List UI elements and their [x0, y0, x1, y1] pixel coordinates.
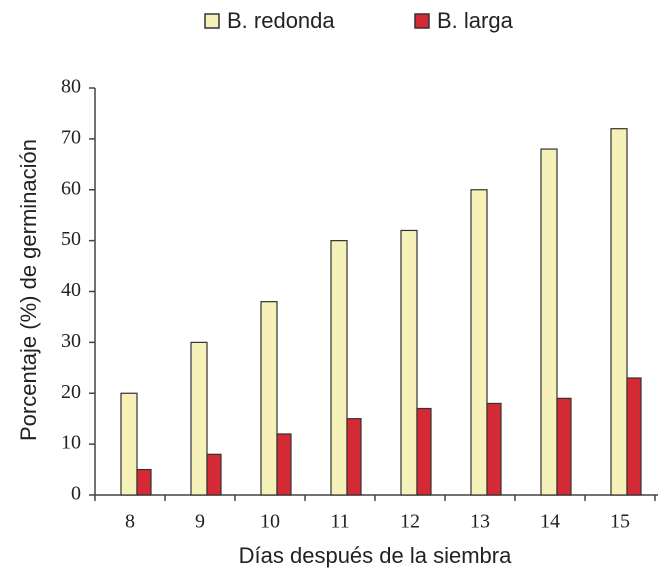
x-tick-label: 13 — [470, 511, 490, 533]
y-tick-label: 70 — [61, 126, 81, 148]
y-tick-label: 40 — [61, 279, 81, 301]
bar — [276, 433, 292, 496]
y-tick-label: 80 — [61, 76, 81, 98]
bar — [346, 418, 362, 496]
bar — [540, 148, 558, 496]
bar — [610, 128, 628, 496]
legend-label: B. redonda — [227, 8, 335, 33]
bar — [190, 341, 208, 496]
y-tick-label: 30 — [61, 330, 81, 352]
bar — [626, 377, 642, 496]
y-tick-label: 50 — [61, 228, 81, 250]
y-axis-label: Porcentaje (%) de germinación — [16, 139, 41, 441]
legend-swatch — [414, 13, 430, 29]
bar — [330, 240, 348, 496]
bar — [470, 189, 488, 496]
bar — [120, 392, 138, 496]
bar — [486, 402, 502, 496]
y-tick-label: 60 — [61, 177, 81, 199]
bar — [556, 397, 572, 496]
legend-swatch — [204, 13, 220, 29]
x-tick-label: 9 — [195, 511, 205, 533]
legend-label: B. larga — [437, 8, 514, 33]
x-tick-label: 15 — [610, 511, 630, 533]
y-tick-label: 10 — [61, 432, 81, 454]
x-tick-label: 8 — [125, 511, 135, 533]
bar — [416, 407, 432, 496]
x-tick-label: 14 — [540, 511, 560, 533]
x-tick-label: 10 — [260, 511, 280, 533]
y-tick-label: 0 — [71, 483, 81, 505]
x-axis-label: Días después de la siembra — [239, 543, 512, 568]
y-tick-label: 20 — [61, 381, 81, 403]
bar — [136, 468, 152, 496]
x-tick-label: 12 — [400, 511, 420, 533]
bar — [400, 229, 418, 496]
bar — [206, 453, 222, 496]
x-tick-label: 11 — [330, 511, 349, 533]
bar — [260, 301, 278, 496]
